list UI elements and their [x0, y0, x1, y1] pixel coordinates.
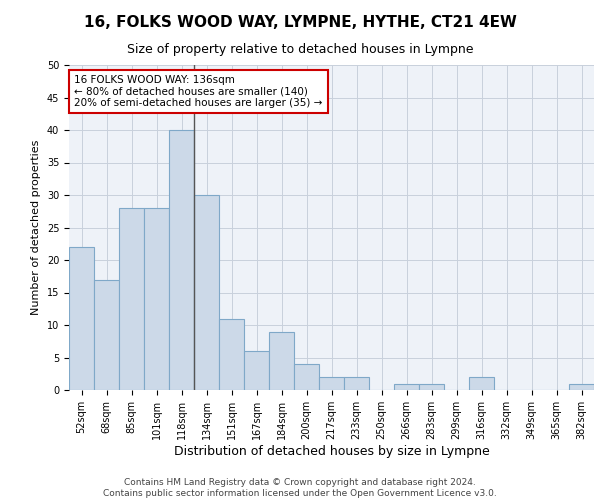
- Bar: [119, 208, 144, 390]
- Bar: [194, 195, 219, 390]
- Text: 16 FOLKS WOOD WAY: 136sqm
← 80% of detached houses are smaller (140)
20% of semi: 16 FOLKS WOOD WAY: 136sqm ← 80% of detac…: [74, 74, 323, 108]
- Bar: [169, 130, 194, 390]
- Text: Size of property relative to detached houses in Lympne: Size of property relative to detached ho…: [127, 42, 473, 56]
- Bar: [294, 364, 319, 390]
- X-axis label: Distribution of detached houses by size in Lympne: Distribution of detached houses by size …: [173, 444, 490, 458]
- Bar: [144, 208, 169, 390]
- Y-axis label: Number of detached properties: Number of detached properties: [31, 140, 41, 315]
- Bar: [469, 377, 494, 390]
- Text: 16, FOLKS WOOD WAY, LYMPNE, HYTHE, CT21 4EW: 16, FOLKS WOOD WAY, LYMPNE, HYTHE, CT21 …: [83, 15, 517, 30]
- Bar: [69, 247, 94, 390]
- Bar: [244, 351, 269, 390]
- Bar: [394, 384, 419, 390]
- Bar: [269, 332, 294, 390]
- Bar: [319, 377, 344, 390]
- Bar: [94, 280, 119, 390]
- Bar: [219, 318, 244, 390]
- Text: Contains HM Land Registry data © Crown copyright and database right 2024.
Contai: Contains HM Land Registry data © Crown c…: [103, 478, 497, 498]
- Bar: [569, 384, 594, 390]
- Bar: [419, 384, 444, 390]
- Bar: [344, 377, 369, 390]
